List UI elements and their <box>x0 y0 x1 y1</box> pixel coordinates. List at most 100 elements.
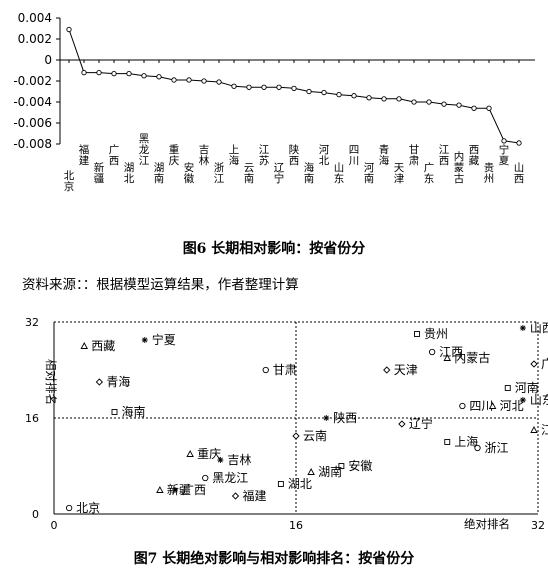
y-tick-label: -0.008 <box>13 137 52 151</box>
category-label-内蒙古: 内蒙古 <box>454 150 465 185</box>
data-point-海南 <box>306 88 312 95</box>
point-河北 <box>488 402 497 409</box>
point-贵州 <box>414 331 420 337</box>
point-内蒙古 <box>443 354 452 361</box>
y-tick-label: 0.004 <box>18 11 52 25</box>
y-tick-label: 32 <box>25 316 39 329</box>
y-tick-label: -0.002 <box>13 74 52 88</box>
data-point-辽宁 <box>276 84 282 90</box>
y-tick-label: 0.002 <box>18 32 52 46</box>
category-label-黑龙江: 黑龙江 <box>139 133 150 167</box>
y-tick-label: -0.006 <box>13 116 52 130</box>
x-tick-label: 16 <box>289 519 303 532</box>
y-tick-label: -0.004 <box>13 95 52 109</box>
data-point-江苏 <box>261 84 267 90</box>
label-内蒙古: 内蒙古 <box>454 350 490 365</box>
data-point-浙江 <box>216 79 222 85</box>
label-新疆: 新疆 <box>167 482 191 497</box>
label-云南: 云南 <box>303 428 327 443</box>
label-北京: 北京 <box>76 501 100 515</box>
point-广东 <box>530 360 538 368</box>
label-河北: 河北 <box>500 399 524 413</box>
data-point-西藏 <box>471 105 477 111</box>
point-广西 <box>172 487 178 493</box>
point-四川 <box>459 402 466 410</box>
point-宁夏 <box>141 337 148 343</box>
data-point-吉林 <box>201 78 207 84</box>
category-label-山西: 山西 <box>514 162 525 185</box>
data-point-湖南 <box>156 74 162 80</box>
label-重庆: 重庆 <box>197 447 221 461</box>
category-label-贵州: 贵州 <box>484 161 495 185</box>
y-tick-label: 16 <box>25 412 39 425</box>
y-tick-label: 0 <box>44 53 52 67</box>
label-西藏: 西藏 <box>91 339 115 353</box>
x-tick-label: 0 <box>51 519 58 532</box>
point-山东 <box>519 397 526 403</box>
category-label-湖南: 湖南 <box>154 162 165 185</box>
point-湖北 <box>277 481 284 487</box>
point-上海 <box>444 439 451 445</box>
point-山西 <box>519 325 526 331</box>
data-point-上海 <box>231 83 237 89</box>
label-广东: 广东 <box>541 357 548 371</box>
data-point-福建 <box>81 69 87 76</box>
y-tick-label: 0 <box>32 508 39 521</box>
label-安徽: 安徽 <box>348 458 372 473</box>
point-江西 <box>428 348 436 356</box>
category-label-上海: 上海 <box>229 144 240 167</box>
label-广西: 广西 <box>182 483 206 497</box>
category-label-天津: 天津 <box>394 162 405 185</box>
category-label-陕西: 陕西 <box>289 143 300 167</box>
point-新疆 <box>156 486 164 493</box>
data-point-山西 <box>516 140 522 146</box>
label-海南: 海南 <box>122 404 146 419</box>
data-point-四川 <box>351 93 357 99</box>
category-label-吉林: 吉林 <box>199 144 210 167</box>
label-四川: 四川 <box>469 399 493 413</box>
label-上海: 上海 <box>454 434 478 449</box>
y-axis-label: 相对排名 <box>44 359 58 405</box>
label-辽宁: 辽宁 <box>409 416 433 431</box>
data-point-江西 <box>441 101 447 107</box>
label-贵州: 贵州 <box>424 327 448 341</box>
point-河南 <box>504 385 511 391</box>
category-label-宁夏: 宁夏 <box>499 143 510 167</box>
source-note: 资料来源：：根据模型运算结果，作者整理计算 <box>22 277 299 293</box>
point-吉林 <box>217 457 224 463</box>
category-label-湖北: 湖北 <box>124 162 135 185</box>
category-label-云南: 云南 <box>244 162 255 185</box>
point-安徽 <box>338 463 345 469</box>
label-湖北: 湖北 <box>288 476 312 491</box>
label-黑龙江: 黑龙江 <box>212 471 248 485</box>
data-point-甘肃 <box>411 99 417 105</box>
point-江苏 <box>530 426 538 433</box>
category-label-广西: 广西 <box>109 144 120 167</box>
label-江苏: 江苏 <box>541 423 548 437</box>
data-point-青海 <box>381 96 387 102</box>
category-label-甘肃: 甘肃 <box>409 143 420 167</box>
point-青海 <box>95 378 104 386</box>
point-天津 <box>383 366 391 374</box>
category-label-浙江: 浙江 <box>214 162 225 185</box>
point-陕西 <box>323 415 330 421</box>
data-point-河北 <box>321 89 327 96</box>
point-浙江 <box>474 444 481 452</box>
x-axis-label: 绝对排名 <box>464 517 510 531</box>
label-天津: 天津 <box>394 363 418 377</box>
category-label-新疆: 新疆 <box>94 161 105 185</box>
data-point-陕西 <box>291 85 297 92</box>
label-吉林: 吉林 <box>227 453 251 467</box>
data-point-山东 <box>336 92 342 98</box>
category-label-福建: 福建 <box>79 143 90 167</box>
point-辽宁 <box>398 420 406 428</box>
label-福建: 福建 <box>243 488 267 503</box>
point-云南 <box>292 432 300 440</box>
data-point-宁夏 <box>501 138 507 144</box>
data-point-天津 <box>396 96 402 102</box>
label-江西: 江西 <box>439 345 463 359</box>
figure6-line-chart: 0.004 0.002 0 -0.002 -0.004 -0.006 -0.008 北京福建新… <box>13 11 535 193</box>
x-tick-label: 32 <box>531 519 545 532</box>
category-label-西藏: 西藏 <box>469 144 480 167</box>
figure6-caption: 图6 长期相对影响：按省份分 <box>182 241 366 257</box>
